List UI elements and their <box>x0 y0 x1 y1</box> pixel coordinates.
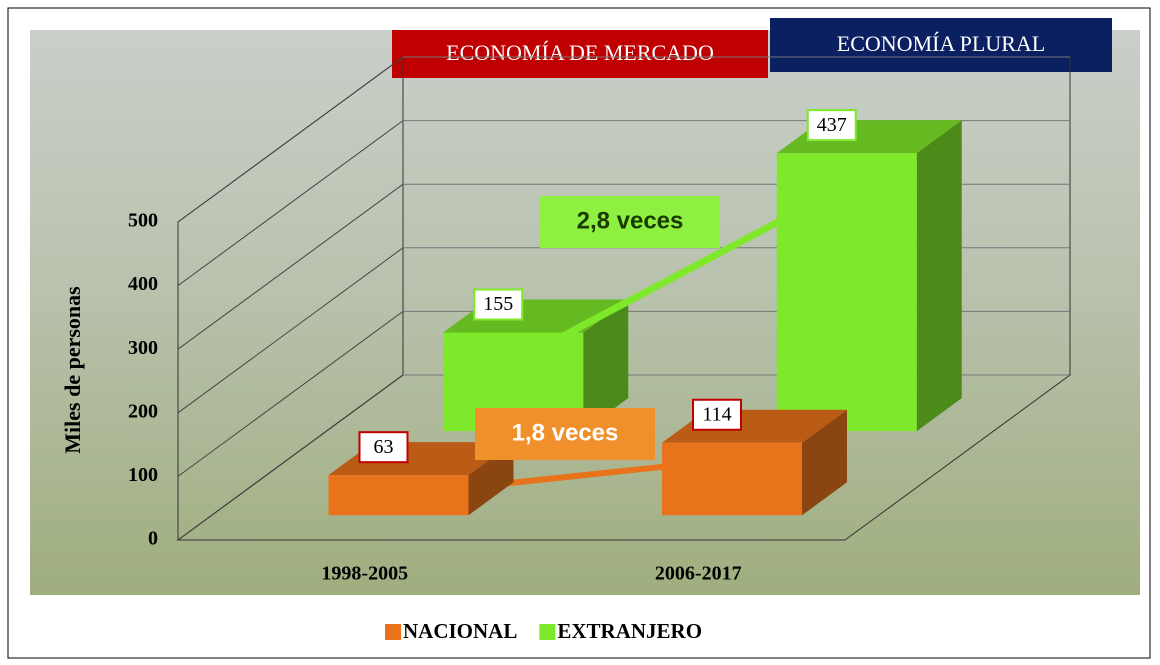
y-tick-label: 100 <box>128 464 158 486</box>
value-label: 63 <box>374 436 394 458</box>
arrow <box>493 201 812 376</box>
banner: ECONOMÍA PLURAL <box>837 31 1045 56</box>
value-label-box <box>473 288 524 321</box>
x-tick-label: 2006-2017 <box>655 563 742 585</box>
grid-segment <box>177 56 404 223</box>
legend-swatch <box>539 624 556 640</box>
legend-label: NACIONAL <box>403 619 517 643</box>
x-tick-label: 1998-2005 <box>321 563 408 585</box>
bar-front <box>443 332 584 432</box>
value-label: 114 <box>702 403 731 425</box>
arrow-head <box>796 197 825 220</box>
value-label-box <box>358 431 409 464</box>
bar-side <box>916 120 962 432</box>
grid-segment <box>177 183 404 350</box>
y-axis-label: Miles de personas <box>60 286 85 454</box>
annotation-box <box>475 408 655 460</box>
y-tick-label: 0 <box>148 528 158 550</box>
bar <box>776 120 962 432</box>
value-label: 437 <box>817 114 847 136</box>
bar-front <box>662 442 802 516</box>
banner-box <box>770 18 1112 72</box>
value-label-box <box>806 109 857 142</box>
bar-front <box>328 475 469 516</box>
bar-front <box>776 153 917 432</box>
legend-label: EXTRANJERO <box>557 619 702 643</box>
banner: ECONOMÍA DE MERCADO <box>446 40 714 65</box>
annotation: 1,8 veces <box>512 419 619 446</box>
grid-segment <box>177 310 404 477</box>
y-tick-label: 500 <box>128 210 158 232</box>
grid-segment <box>177 374 404 541</box>
bar-side <box>468 442 514 516</box>
bar <box>662 409 847 516</box>
bar-side <box>583 299 629 432</box>
annotation: 2,8 veces <box>577 207 684 234</box>
annotation-box <box>540 196 720 248</box>
value-label-box <box>692 398 742 431</box>
y-tick-label: 200 <box>128 400 158 422</box>
value-label: 155 <box>483 293 513 315</box>
grid-segment <box>177 120 404 287</box>
grid-segment <box>177 247 404 414</box>
bar-side <box>802 409 847 516</box>
legend-swatch <box>385 624 401 640</box>
y-tick-label: 400 <box>128 273 158 295</box>
banner-box <box>392 30 768 78</box>
grid-line <box>177 56 1070 223</box>
y-tick-label: 300 <box>128 337 158 359</box>
